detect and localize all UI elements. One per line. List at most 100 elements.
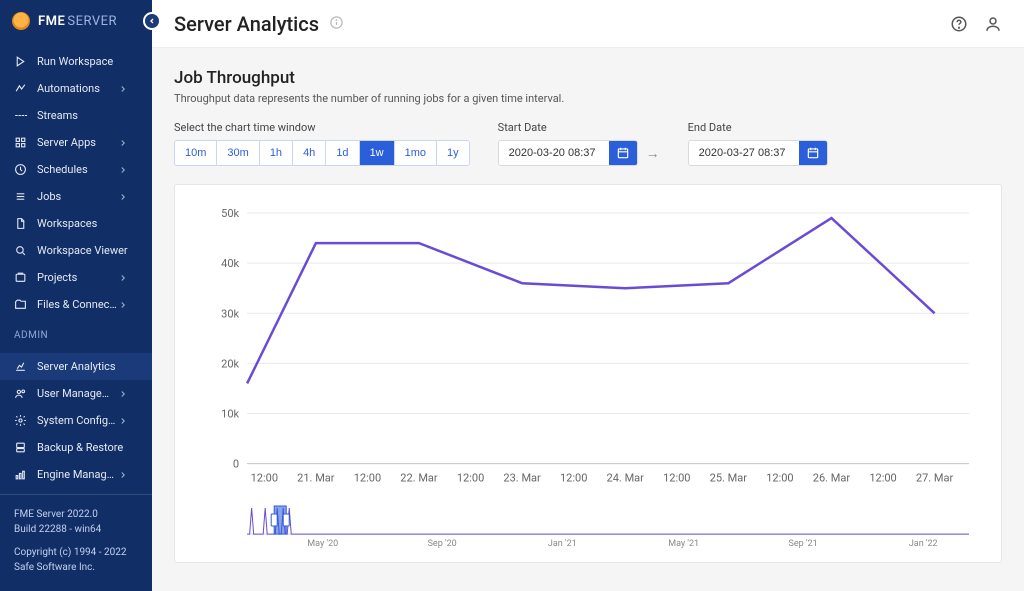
start-date-calendar-button[interactable] — [609, 141, 637, 165]
sidebar-collapse-button[interactable] — [143, 12, 161, 30]
y-tick-label: 50k — [221, 207, 239, 220]
start-date-input-wrap — [498, 140, 638, 166]
time-window-1y[interactable]: 1y — [437, 141, 469, 165]
sidebar-item-server-analytics[interactable]: Server Analytics — [0, 353, 152, 380]
analytics-icon — [14, 360, 27, 373]
end-date-calendar-button[interactable] — [799, 141, 827, 165]
engines-icon — [14, 468, 27, 481]
sidebar-item-label: System Configuration — [37, 414, 118, 427]
end-date-input[interactable] — [689, 141, 799, 165]
overview-timeline[interactable]: May '20Sep '20Jan '21May '21Sep '21Jan '… — [197, 504, 979, 552]
nav-admin-heading: ADMIN — [0, 320, 152, 347]
sidebar-item-label: Engine Management — [37, 468, 118, 481]
brush-handle-left[interactable] — [271, 514, 277, 526]
sidebar-item-automations[interactable]: Automations — [0, 75, 152, 102]
sidebar-item-schedules[interactable]: Schedules — [0, 156, 152, 183]
chevron-right-icon — [118, 416, 128, 426]
files-icon — [14, 298, 27, 311]
page-title: Server Analytics — [174, 12, 319, 36]
x-tick-label: 21. Mar — [297, 472, 335, 485]
sidebar-item-files-connections[interactable]: Files & Connections — [0, 291, 152, 318]
sidebar-item-engine-management[interactable]: Engine Management — [0, 461, 152, 488]
x-tick-label: 12:00 — [869, 472, 896, 485]
nav-main: Run Workspace Automations Streams Server Ap… — [0, 42, 152, 320]
x-tick-label: 12:00 — [663, 472, 690, 485]
x-tick-label: 12:00 — [354, 472, 381, 485]
overview-tick-label: Jan '22 — [909, 539, 938, 549]
time-window-10m[interactable]: 10m — [175, 141, 217, 165]
sidebar-footer: FME Server 2022.0 Build 22288 - win64 Co… — [0, 494, 152, 591]
sidebar-item-system-configuration[interactable]: System Configuration — [0, 407, 152, 434]
sidebar-logo: FME SERVER — [0, 0, 152, 42]
footer-line-2: Build 22288 - win64 — [14, 522, 138, 537]
user-icon[interactable] — [984, 15, 1002, 33]
sidebar-item-backup-restore[interactable]: Backup & Restore — [0, 434, 152, 461]
job-throughput-chart: 010k20k30k40k50k12:0021. Mar12:0022. Mar… — [197, 203, 979, 504]
start-date-input[interactable] — [499, 141, 609, 165]
logo-mark-icon — [12, 12, 30, 30]
help-icon[interactable] — [950, 15, 968, 33]
chevron-right-icon — [118, 273, 128, 283]
logo-text-2: SERVER — [67, 14, 117, 29]
info-icon[interactable] — [329, 15, 344, 33]
backup-icon — [14, 441, 27, 454]
sidebar-item-label: Automations — [37, 82, 100, 95]
start-date-group: Start Date → — [498, 121, 660, 166]
main: Server Analytics Job Throughput Throughp… — [152, 0, 1024, 591]
overview-tick-label: Sep '20 — [428, 539, 457, 549]
footer-copyright-2: Safe Software Inc. — [14, 560, 138, 575]
sidebar-item-run-workspace[interactable]: Run Workspace — [0, 48, 152, 75]
start-date-label: Start Date — [498, 121, 660, 134]
end-date-input-wrap — [688, 140, 828, 166]
sidebar-item-label: Workspace Viewer — [37, 244, 128, 257]
sidebar-item-workspace-viewer[interactable]: Workspace Viewer — [0, 237, 152, 264]
overview-tick-label: Sep '21 — [789, 539, 818, 549]
footer-copyright-1: Copyright (c) 1994 - 2022 — [14, 545, 138, 560]
time-window-segmented: 10m30m1h4h1d1w1mo1y — [174, 140, 470, 166]
x-tick-label: 24. Mar — [607, 472, 645, 485]
time-window-group: Select the chart time window 10m30m1h4h1… — [174, 121, 470, 166]
overview-tick-label: May '21 — [668, 539, 699, 549]
time-window-4h[interactable]: 4h — [293, 141, 326, 165]
time-window-label: Select the chart time window — [174, 121, 470, 134]
y-tick-label: 0 — [233, 458, 239, 471]
projects-icon — [14, 271, 27, 284]
content: Job Throughput Throughput data represent… — [152, 48, 1024, 591]
panel-subtitle: Throughput data represents the number of… — [174, 92, 1002, 105]
brush-handle-right[interactable] — [283, 514, 289, 526]
sidebar-item-user-management[interactable]: User Management — [0, 380, 152, 407]
time-window-1h[interactable]: 1h — [260, 141, 293, 165]
sidebar-item-label: Run Workspace — [37, 55, 113, 68]
overview-series — [247, 508, 969, 534]
y-tick-label: 30k — [221, 307, 239, 320]
chevron-right-icon — [118, 138, 128, 148]
viewer-icon — [14, 244, 27, 257]
y-tick-label: 40k — [221, 257, 239, 270]
x-tick-label: 27. Mar — [916, 472, 954, 485]
time-window-1mo[interactable]: 1mo — [395, 141, 437, 165]
x-tick-label: 12:00 — [766, 472, 793, 485]
time-window-1d[interactable]: 1d — [326, 141, 359, 165]
time-window-30m[interactable]: 30m — [217, 141, 259, 165]
sidebar-item-workspaces[interactable]: Workspaces — [0, 210, 152, 237]
users-icon — [14, 387, 27, 400]
x-tick-label: 22. Mar — [400, 472, 438, 485]
series-line — [247, 218, 934, 383]
sidebar-item-jobs[interactable]: Jobs — [0, 183, 152, 210]
sidebar-item-projects[interactable]: Projects — [0, 264, 152, 291]
gear-icon — [14, 414, 27, 427]
time-window-1w[interactable]: 1w — [360, 141, 395, 165]
sidebar-item-streams[interactable]: Streams — [0, 102, 152, 129]
logo-text-1: FME — [38, 14, 65, 29]
x-tick-label: 25. Mar — [710, 472, 748, 485]
sidebar-item-server-apps[interactable]: Server Apps — [0, 129, 152, 156]
apps-icon — [14, 136, 27, 149]
sidebar-item-label: Streams — [37, 109, 78, 122]
y-tick-label: 20k — [221, 357, 239, 370]
sidebar-item-label: Workspaces — [37, 217, 97, 230]
workspace-icon — [14, 217, 27, 230]
chart-card: 010k20k30k40k50k12:0021. Mar12:0022. Mar… — [174, 184, 1002, 563]
panel-title: Job Throughput — [174, 68, 1002, 88]
end-date-label: End Date — [688, 121, 828, 134]
sidebar-item-label: Jobs — [37, 190, 61, 203]
